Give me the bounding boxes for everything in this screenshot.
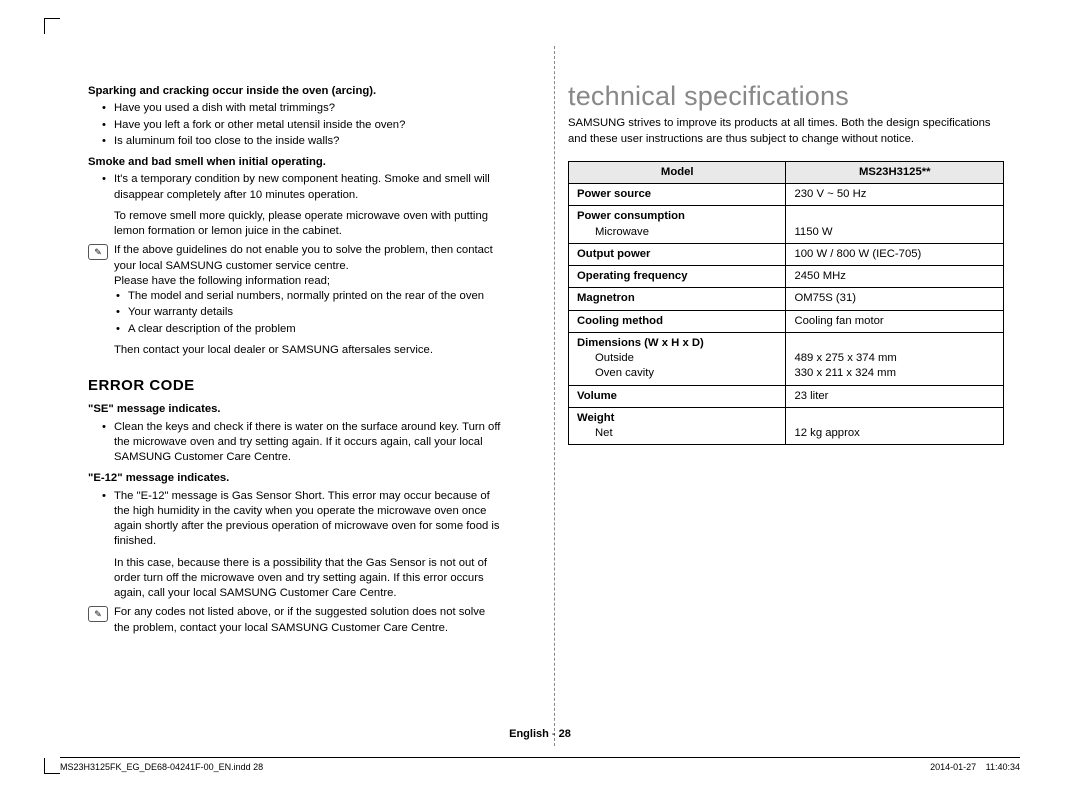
smoke-list: It's a temporary condition by new compon…: [88, 172, 502, 203]
list-item: Is aluminum foil too close to the inside…: [88, 134, 502, 149]
spec-value-cell: 230 V ~ 50 Hz: [786, 184, 1004, 206]
spec-value-cell: 12 kg approx: [786, 407, 1004, 445]
spec-label-cell: Magnetron: [569, 288, 786, 310]
spec-label-cell: Cooling method: [569, 310, 786, 332]
page-fold-line: [554, 46, 555, 746]
table-row: Power consumptionMicrowave1150 W: [569, 206, 1004, 244]
se-list: Clean the keys and check if there is wat…: [88, 420, 502, 466]
e12-paragraph: In this case, because there is a possibi…: [88, 556, 502, 602]
error-code-heading: ERROR CODE: [88, 376, 502, 396]
page-columns: Sparking and cracking occur inside the o…: [46, 18, 1034, 774]
table-row: MagnetronOM75S (31): [569, 288, 1004, 310]
note-body: For any codes not listed above, or if th…: [114, 605, 502, 636]
smoke-heading: Smoke and bad smell when initial operati…: [88, 155, 502, 170]
list-item: It's a temporary condition by new compon…: [88, 172, 502, 203]
spec-label-cell: Dimensions (W x H x D)OutsideOven cavity: [569, 332, 786, 385]
list-item: Your warranty details: [114, 305, 502, 320]
note-block: ✎ For any codes not listed above, or if …: [88, 605, 502, 636]
spec-table: Model MS23H3125** Power source230 V ~ 50…: [568, 161, 1004, 446]
list-item: The "E-12" message is Gas Sensor Short. …: [88, 489, 502, 550]
footer-rule: [60, 757, 1020, 758]
footer-timestamp: 2014-01-27 11:40:34: [930, 762, 1020, 772]
table-row: Operating frequency2450 MHz: [569, 266, 1004, 288]
spec-label-cell: Output power: [569, 243, 786, 265]
table-header-modelno: MS23H3125**: [786, 161, 1004, 183]
smoke-paragraph: To remove smell more quickly, please ope…: [88, 209, 502, 240]
manual-page: Sparking and cracking occur inside the o…: [0, 0, 1080, 792]
spec-value-cell: 489 x 275 x 374 mm330 x 211 x 324 mm: [786, 332, 1004, 385]
note-text: Then contact your local dealer or SAMSUN…: [114, 343, 502, 358]
right-column: technical specifications SAMSUNG strives…: [540, 78, 1034, 720]
table-row: Dimensions (W x H x D)OutsideOven cavity…: [569, 332, 1004, 385]
note-text: For any codes not listed above, or if th…: [114, 605, 502, 636]
footer-filename: MS23H3125FK_EG_DE68-04241F-00_EN.indd 28: [60, 762, 263, 772]
tech-spec-intro: SAMSUNG strives to improve its products …: [568, 116, 1004, 147]
spec-label-cell: Power consumptionMicrowave: [569, 206, 786, 244]
spec-label-cell: Operating frequency: [569, 266, 786, 288]
list-item: The model and serial numbers, normally p…: [114, 289, 502, 304]
e12-heading: "E-12" message indicates.: [88, 471, 502, 486]
tech-spec-heading: technical specifications: [568, 78, 1004, 114]
spec-value-cell: 2450 MHz: [786, 266, 1004, 288]
note-text: If the above guidelines do not enable yo…: [114, 243, 502, 274]
se-heading: "SE" message indicates.: [88, 402, 502, 417]
note-icon: ✎: [88, 244, 108, 260]
table-row: Output power100 W / 800 W (IEC-705): [569, 243, 1004, 265]
spec-value-cell: OM75S (31): [786, 288, 1004, 310]
list-item: A clear description of the problem: [114, 322, 502, 337]
table-row: Cooling methodCooling fan motor: [569, 310, 1004, 332]
table-row: Volume23 liter: [569, 385, 1004, 407]
note-list: The model and serial numbers, normally p…: [114, 289, 502, 337]
spec-label-cell: WeightNet: [569, 407, 786, 445]
spec-label-cell: Power source: [569, 184, 786, 206]
spec-label-cell: Volume: [569, 385, 786, 407]
list-item: Have you used a dish with metal trimming…: [88, 101, 502, 116]
list-item: Clean the keys and check if there is wat…: [88, 420, 502, 466]
left-column: Sparking and cracking occur inside the o…: [46, 78, 540, 720]
table-header-model: Model: [569, 161, 786, 183]
spec-value-cell: Cooling fan motor: [786, 310, 1004, 332]
list-item: Have you left a fork or other metal uten…: [88, 118, 502, 133]
spec-value-cell: 23 liter: [786, 385, 1004, 407]
crop-mark-top-left: [44, 18, 60, 34]
spec-value-cell: 100 W / 800 W (IEC-705): [786, 243, 1004, 265]
page-footer-center: English - 28: [0, 728, 1080, 740]
spec-value-cell: 1150 W: [786, 206, 1004, 244]
timestamp-text: 2014-01-27 11:40:34: [930, 762, 1020, 772]
table-row: Power source230 V ~ 50 Hz: [569, 184, 1004, 206]
footer-page: 28: [559, 728, 571, 740]
footer-lang: English: [509, 728, 549, 740]
sparking-list: Have you used a dish with metal trimming…: [88, 101, 502, 149]
note-block: ✎ If the above guidelines do not enable …: [88, 243, 502, 358]
sparking-heading: Sparking and cracking occur inside the o…: [88, 84, 502, 99]
crop-mark-bottom-left: [44, 758, 60, 774]
note-text: Please have the following information re…: [114, 274, 502, 289]
note-body: If the above guidelines do not enable yo…: [114, 243, 502, 358]
table-row: WeightNet12 kg approx: [569, 407, 1004, 445]
e12-list: The "E-12" message is Gas Sensor Short. …: [88, 489, 502, 550]
note-icon: ✎: [88, 606, 108, 622]
